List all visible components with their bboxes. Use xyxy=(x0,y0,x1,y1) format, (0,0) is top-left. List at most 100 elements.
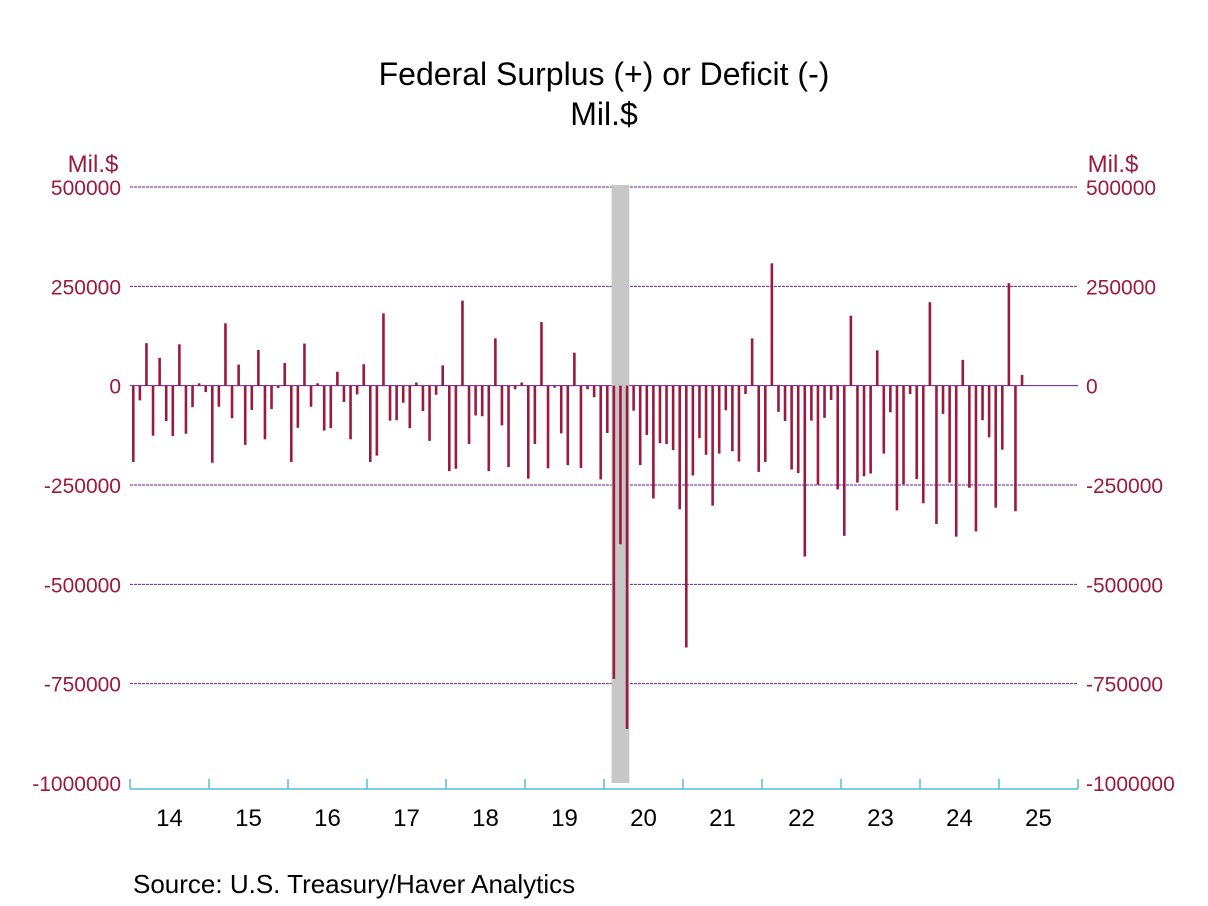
bar xyxy=(856,385,859,483)
bar xyxy=(869,385,872,474)
bar xyxy=(961,359,965,386)
x-tick-label: 20 xyxy=(630,805,657,832)
bar xyxy=(1007,283,1011,386)
bar xyxy=(908,385,912,395)
y-tick-label-left: -750000 xyxy=(44,674,121,697)
bar xyxy=(928,302,932,386)
bar xyxy=(533,385,537,445)
y-tick-label-right: -1000000 xyxy=(1086,773,1175,796)
y-tick-label-left: -1000000 xyxy=(32,773,121,796)
bar xyxy=(434,385,438,395)
bar xyxy=(428,385,431,441)
bar xyxy=(935,385,938,524)
bar xyxy=(474,385,477,416)
bar xyxy=(691,385,695,476)
bar xyxy=(948,385,951,483)
bar xyxy=(1014,385,1017,512)
bars-layer xyxy=(131,263,1024,729)
bar xyxy=(395,385,398,421)
source-note: Source: U.S. Treasury/Haver Analytics xyxy=(133,869,575,899)
bar xyxy=(902,385,905,485)
bar xyxy=(408,385,412,429)
bar xyxy=(678,385,682,510)
bar xyxy=(447,385,451,472)
bar xyxy=(1020,374,1024,386)
bar xyxy=(204,385,208,393)
bar xyxy=(750,338,754,386)
bar xyxy=(158,357,161,386)
bar xyxy=(836,385,840,490)
x-tick-label: 23 xyxy=(867,805,894,832)
bar xyxy=(638,385,642,466)
bar xyxy=(954,385,958,537)
bar xyxy=(915,385,919,480)
bar xyxy=(263,385,267,440)
bar xyxy=(388,385,392,421)
bar xyxy=(138,385,142,401)
bar xyxy=(579,385,583,468)
bar xyxy=(698,385,701,439)
bar xyxy=(763,385,767,462)
bar xyxy=(230,385,234,419)
bar xyxy=(744,385,747,395)
bar xyxy=(355,385,359,395)
y-tick-label-left: 0 xyxy=(109,376,121,399)
y-tick-label-right: 0 xyxy=(1086,376,1098,399)
bar xyxy=(540,322,543,386)
bar xyxy=(480,385,484,417)
bar xyxy=(612,385,616,679)
y-tick-label-right: 250000 xyxy=(1086,276,1156,299)
bar xyxy=(810,385,813,421)
x-tick-label: 15 xyxy=(235,805,262,832)
bar xyxy=(777,385,780,412)
x-tick-label: 16 xyxy=(314,805,341,832)
bar xyxy=(895,385,899,511)
bar xyxy=(270,385,273,410)
bar xyxy=(1000,385,1004,450)
bar xyxy=(217,385,221,407)
bar xyxy=(487,385,491,472)
bar xyxy=(652,385,655,499)
bar xyxy=(243,385,247,445)
y-tick-label-left: 250000 xyxy=(51,276,121,299)
y-tick-label-right: -250000 xyxy=(1086,475,1163,498)
bar xyxy=(276,385,280,389)
bar xyxy=(500,385,504,426)
bar xyxy=(875,350,879,386)
bar xyxy=(849,315,853,386)
bar xyxy=(987,385,991,438)
right-axis-unit-label: Mil.$ xyxy=(1088,151,1139,178)
bar xyxy=(546,385,550,469)
chart-subtitle: Mil.$ xyxy=(570,96,638,132)
bar xyxy=(421,385,425,412)
bar xyxy=(573,352,576,386)
bar xyxy=(882,385,886,454)
bar xyxy=(224,323,227,386)
bar xyxy=(889,385,892,413)
bar xyxy=(382,313,385,386)
bar xyxy=(717,385,721,454)
bar xyxy=(829,385,833,400)
bar xyxy=(375,385,379,456)
bar xyxy=(296,385,300,428)
bar xyxy=(494,338,497,386)
y-tick-label-left: -250000 xyxy=(44,475,121,498)
y-tick-label-right: 500000 xyxy=(1086,177,1156,200)
bar xyxy=(237,364,240,386)
bar xyxy=(316,383,319,386)
bar xyxy=(151,385,155,436)
bar xyxy=(368,385,372,462)
bar xyxy=(994,385,998,508)
bar xyxy=(862,385,866,477)
bar xyxy=(507,385,510,468)
bar xyxy=(711,385,714,506)
bar xyxy=(184,385,188,434)
bar xyxy=(671,385,675,451)
y-axis-ticks: 500000 500000 250000 250000 0 0 -250000 -250000… xyxy=(32,177,1175,796)
bar xyxy=(467,385,471,445)
bar xyxy=(625,385,629,729)
bar xyxy=(145,343,148,386)
bar xyxy=(704,385,708,455)
bar xyxy=(513,385,517,390)
